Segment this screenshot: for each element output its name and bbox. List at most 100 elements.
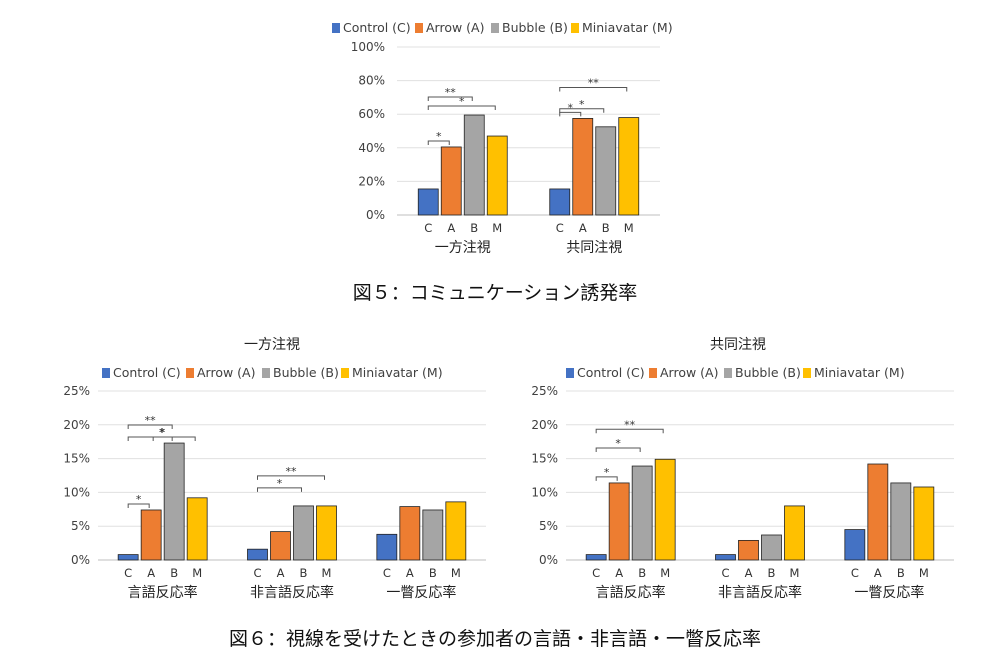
fig6-left-significance-label: *: [159, 426, 165, 439]
fig5-bar-label: A: [447, 221, 455, 235]
fig6-left-significance-bracket: [127, 503, 150, 508]
fig5-legend-label-a: Arrow (A): [426, 20, 484, 35]
fig6-right-legend-swatch-c: [566, 368, 574, 378]
fig6-right-bar-label: B: [638, 566, 646, 580]
fig6-left-legend-swatch-b: [262, 368, 270, 378]
fig6-right-bar-label: C: [592, 566, 600, 580]
fig6-left-chart: 一方注視 Control (C) Arrow (A) Bubble (B) Miniav…: [63, 337, 486, 601]
fig6-right-legend-label-m: Miniavatar (M): [814, 365, 905, 380]
fig6-left-significance-bracket: [257, 475, 325, 480]
fig6-left-bar-c-group1: [117, 554, 139, 561]
fig5-significance-label: *: [436, 130, 442, 143]
fig5-significance-bracket: [559, 108, 605, 113]
fig6-left-bar-m-group3: [445, 501, 467, 561]
fig6-left-ytick-label: 15%: [63, 452, 90, 466]
fig5-significance-bracket: [427, 105, 496, 111]
fig6-right-significance-label: **: [624, 418, 636, 431]
fig5-group-label: 共同注視: [566, 240, 622, 256]
fig6-right-bar-label: A: [874, 566, 882, 580]
fig6-right-bar-m-group3: [913, 486, 935, 561]
fig6-right-bar-label: B: [768, 566, 776, 580]
fig6-right-bar-c-group1: [585, 554, 607, 561]
fig6-right-bar-label: M: [660, 566, 670, 580]
fig5-bar-label: C: [556, 221, 564, 235]
fig5-bar-c-group1: [417, 188, 439, 216]
fig5-bar-m-group1: [486, 135, 508, 216]
fig5-bar-a-group1: [440, 146, 462, 216]
fig5-significance-label: *: [579, 98, 585, 111]
fig6-left-bar-label: A: [406, 566, 414, 580]
fig6-right-bar-m-group2: [784, 505, 805, 561]
fig6-left-bar-c-group3: [376, 533, 398, 561]
fig6-right-bar-label: M: [790, 566, 800, 580]
fig6-left-legend-label-m: Miniavatar (M): [352, 365, 443, 380]
fig6-left-bar-label: M: [451, 566, 461, 580]
fig6-left-significance-bracket: [257, 487, 302, 492]
fig6-right-bar-c-group3: [844, 529, 866, 561]
fig6-right-significance-bracket: [595, 476, 618, 481]
fig6-right-ytick-label: 15%: [531, 452, 558, 466]
fig6-left-significance-label: **: [145, 414, 157, 427]
fig5-bar-m-group2: [618, 117, 640, 216]
fig6-left-bar-a-group1: [140, 509, 162, 561]
fig6-right-significance-bracket: [595, 447, 641, 453]
fig6-left-legend-label-b: Bubble (B): [273, 365, 339, 380]
fig5-legend-swatch-b: [491, 23, 499, 33]
fig6-left-bar-m-group1: [186, 497, 208, 561]
fig6-right-legend-label-b: Bubble (B): [735, 365, 801, 380]
fig6-right-bar-b-group3: [890, 482, 912, 561]
fig6-right-bar-label: C: [721, 566, 729, 580]
fig5-significance-bracket: [427, 96, 473, 102]
fig5-legend-label-c: Control (C): [343, 20, 411, 35]
fig6-right-legend-label-a: Arrow (A): [660, 365, 718, 380]
fig6-left-significance-bracket: [127, 424, 173, 430]
fig5-bar-label: M: [624, 221, 634, 235]
fig6-left-group-label: 非言語反応率: [250, 584, 334, 601]
fig6-right-bar-b-group2: [761, 534, 782, 561]
fig5-bar-a-group2: [572, 118, 594, 216]
fig6-left-legend-label-c: Control (C): [113, 365, 181, 380]
fig5-bar-label: B: [470, 221, 478, 235]
fig6-left-bar-a-group3: [399, 506, 421, 561]
fig5-ytick-label: 60%: [358, 107, 385, 121]
fig5-ytick-label: 0%: [366, 208, 385, 222]
fig6-right-ytick-label: 10%: [531, 485, 558, 499]
fig6-left-significance-bracket: [127, 436, 196, 442]
fig6-right-bar-label: A: [745, 566, 753, 580]
fig6-left-bar-label: A: [147, 566, 155, 580]
fig5-legend-swatch-c: [332, 23, 340, 33]
fig6-right-bar-label: M: [919, 566, 929, 580]
fig6-right-title: 共同注視: [710, 337, 766, 353]
figure5-caption: 図５：コミュニケーション誘発率: [352, 282, 638, 304]
fig6-left-bar-label: C: [124, 566, 132, 580]
fig5-legend-swatch-a: [415, 23, 423, 33]
fig5-bar-c-group2: [549, 188, 571, 216]
fig6-left-bar-a-group2: [270, 531, 291, 561]
fig6-right-bar-a-group3: [867, 463, 889, 561]
fig6-left-bar-label: C: [253, 566, 261, 580]
fig5-bar-label: A: [579, 221, 587, 235]
fig6-left-group-label: 言語反応率: [128, 584, 198, 601]
fig5-bar-b-group2: [595, 126, 617, 216]
fig6-left-ytick-label: 20%: [63, 418, 90, 432]
fig5-significance-bracket: [427, 140, 450, 145]
fig6-left-legend-label-a: Arrow (A): [197, 365, 255, 380]
fig6-left-legend-swatch-a: [186, 368, 194, 378]
fig6-left-bar-label: B: [170, 566, 178, 580]
fig6-right-bar-b-group1: [631, 465, 653, 561]
fig6-left-bar-label: M: [322, 566, 332, 580]
fig6-left-significance-label: *: [160, 426, 166, 439]
fig6-right-ytick-label: 0%: [539, 553, 558, 567]
fig6-left-bar-label: C: [383, 566, 391, 580]
fig6-left-bar-label: B: [300, 566, 308, 580]
fig6-left-title: 一方注視: [244, 337, 300, 353]
fig6-right-bar-m-group1: [654, 458, 676, 561]
fig6-right-bar-label: A: [615, 566, 623, 580]
fig6-right-legend-label-c: Control (C): [577, 365, 645, 380]
fig6-left-bar-label: M: [192, 566, 202, 580]
fig5-legend-label-b: Bubble (B): [502, 20, 568, 35]
fig5-significance-label: *: [459, 95, 465, 108]
fig6-left-significance-label: *: [277, 477, 283, 490]
fig6-left-legend-swatch-m: [341, 368, 349, 378]
